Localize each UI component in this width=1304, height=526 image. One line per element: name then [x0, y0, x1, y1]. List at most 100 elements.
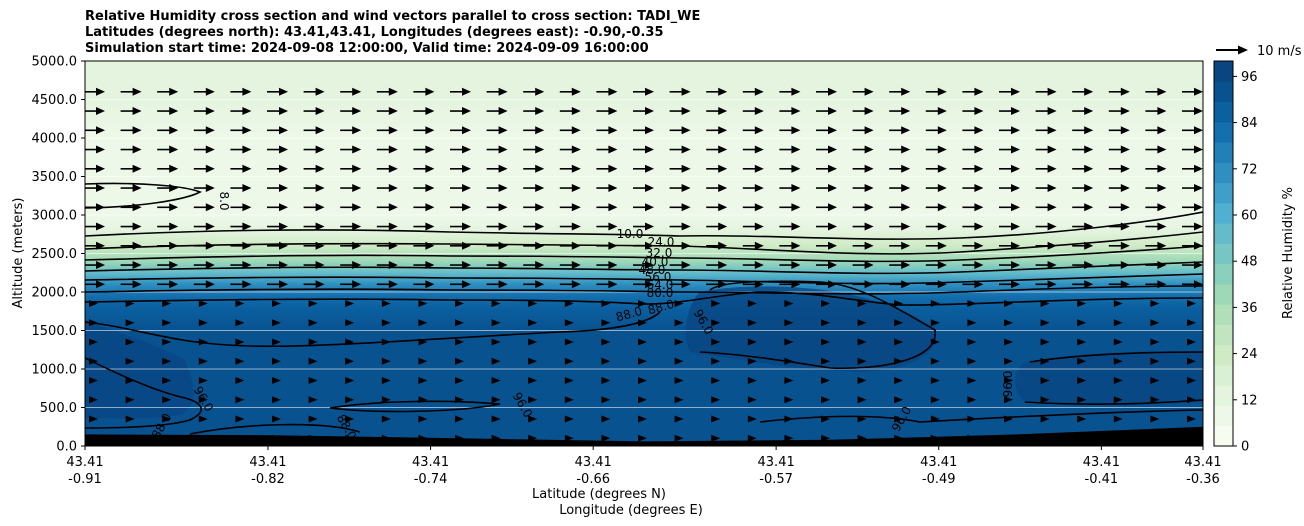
colorbar-tick-label: 96	[1241, 70, 1258, 85]
colorbar-label: Relative Humidity %	[1281, 187, 1296, 319]
wind-vector-head	[1047, 107, 1057, 116]
wind-vector-head	[425, 184, 435, 193]
wind-vector-head	[608, 164, 618, 173]
wind-vector-head	[1011, 107, 1020, 116]
y-tick-label: 2500.0	[32, 247, 78, 262]
wind-vector-head	[1047, 87, 1057, 96]
wind-vector-head	[498, 261, 508, 270]
wind-vector-head	[535, 184, 545, 193]
wind-vector-head	[169, 241, 179, 250]
wind-vector	[272, 415, 281, 423]
wind-vector	[674, 357, 684, 365]
wind-vector-head	[205, 164, 215, 173]
wind-vector-head	[1194, 280, 1203, 289]
wind-vector	[345, 319, 355, 327]
wind-vector-head	[242, 87, 252, 96]
wind-vector	[235, 377, 245, 385]
wind-vector	[381, 396, 391, 404]
wind-vector	[491, 396, 501, 404]
wind-vector	[564, 415, 574, 423]
contour-line	[85, 182, 202, 209]
wind-vector-head	[974, 241, 984, 250]
x-tick-label-lon: -0.41	[1085, 472, 1119, 487]
x-tick-label-lon: -0.66	[576, 472, 610, 487]
wind-vector-head	[1084, 261, 1094, 270]
wind-vector	[784, 338, 794, 346]
wind-vector-head	[608, 145, 618, 154]
wind-vector	[345, 300, 355, 308]
y-tick-label: 0.0	[56, 440, 77, 455]
y-tick-label: 3000.0	[32, 209, 78, 224]
wind-vector-head	[462, 107, 471, 116]
wind-vector-head	[1084, 145, 1094, 154]
wind-vector-head	[1157, 145, 1167, 154]
wind-vector-head	[1120, 107, 1130, 116]
wind-vector	[235, 300, 245, 308]
wind-vector	[674, 396, 684, 404]
wind-vector	[418, 357, 428, 365]
wind-vector-head	[1194, 145, 1203, 154]
wind-vector	[601, 415, 611, 423]
wind-vector-head	[279, 261, 288, 270]
wind-vector-head	[169, 87, 179, 96]
wind-vector	[638, 357, 647, 365]
wind-vector	[930, 415, 940, 423]
wind-vector-head	[791, 241, 801, 250]
x-tick-label-lon: -0.91	[68, 472, 102, 487]
moist-core-right	[1015, 351, 1203, 405]
wind-vector-head	[1084, 107, 1094, 116]
wind-vector-head	[279, 280, 288, 289]
wind-vector-head	[718, 261, 728, 270]
contour-label: 24.0	[648, 235, 675, 249]
wind-vector-head	[1157, 164, 1167, 173]
wind-vector	[89, 300, 98, 308]
wind-vector-head	[388, 184, 398, 193]
y-tick-label: 500.0	[40, 401, 77, 416]
wind-vector-head	[96, 145, 105, 154]
wind-vector	[1040, 415, 1050, 423]
wind-vector	[381, 377, 391, 385]
wind-vector	[308, 396, 318, 404]
wind-vector-head	[754, 107, 764, 116]
wind-vector-head	[974, 184, 984, 193]
contour-line	[85, 211, 1203, 240]
wind-vector-head	[1157, 241, 1167, 250]
wind-vector	[125, 338, 135, 346]
wind-vector	[564, 300, 574, 308]
wind-vector-head	[1047, 241, 1057, 250]
wind-vector-head	[352, 164, 362, 173]
wind-vector-head	[205, 280, 215, 289]
wind-vector	[1004, 300, 1013, 308]
wind-vector-head	[901, 164, 911, 173]
wind-vector-head	[937, 107, 947, 116]
wind-vector-head	[1194, 87, 1203, 96]
wind-vector-head	[279, 145, 288, 154]
wind-vector	[125, 300, 135, 308]
wind-vector-head	[1011, 126, 1020, 135]
wind-vector-head	[974, 280, 984, 289]
wind-vector-head	[96, 184, 105, 193]
wind-vector	[1187, 357, 1196, 365]
wind-vector	[1187, 415, 1196, 423]
wind-vector-head	[718, 222, 728, 231]
wind-vector	[967, 357, 977, 365]
wind-vector-head	[937, 280, 947, 289]
wind-vector	[162, 300, 172, 308]
wind-vector-head	[1011, 261, 1020, 270]
quiver-key-arrowhead	[1238, 45, 1248, 55]
wind-vector-head	[937, 203, 947, 212]
wind-vector	[308, 300, 318, 308]
wind-vector-head	[132, 184, 142, 193]
wind-vector-head	[425, 203, 435, 212]
wind-vector	[821, 300, 830, 308]
contour-line	[85, 291, 1203, 306]
wind-vector-head	[1194, 184, 1203, 193]
colorbar-ticks: 0 12 24 36 48 60 72 84 96	[1233, 70, 1258, 455]
wind-vector	[272, 300, 281, 308]
wind-vector-head	[608, 87, 618, 96]
wind-vector-head	[498, 145, 508, 154]
contour-label: 80.0	[647, 286, 674, 300]
wind-vector	[747, 300, 757, 308]
wind-vector	[345, 396, 355, 404]
wind-vector	[1113, 338, 1123, 346]
